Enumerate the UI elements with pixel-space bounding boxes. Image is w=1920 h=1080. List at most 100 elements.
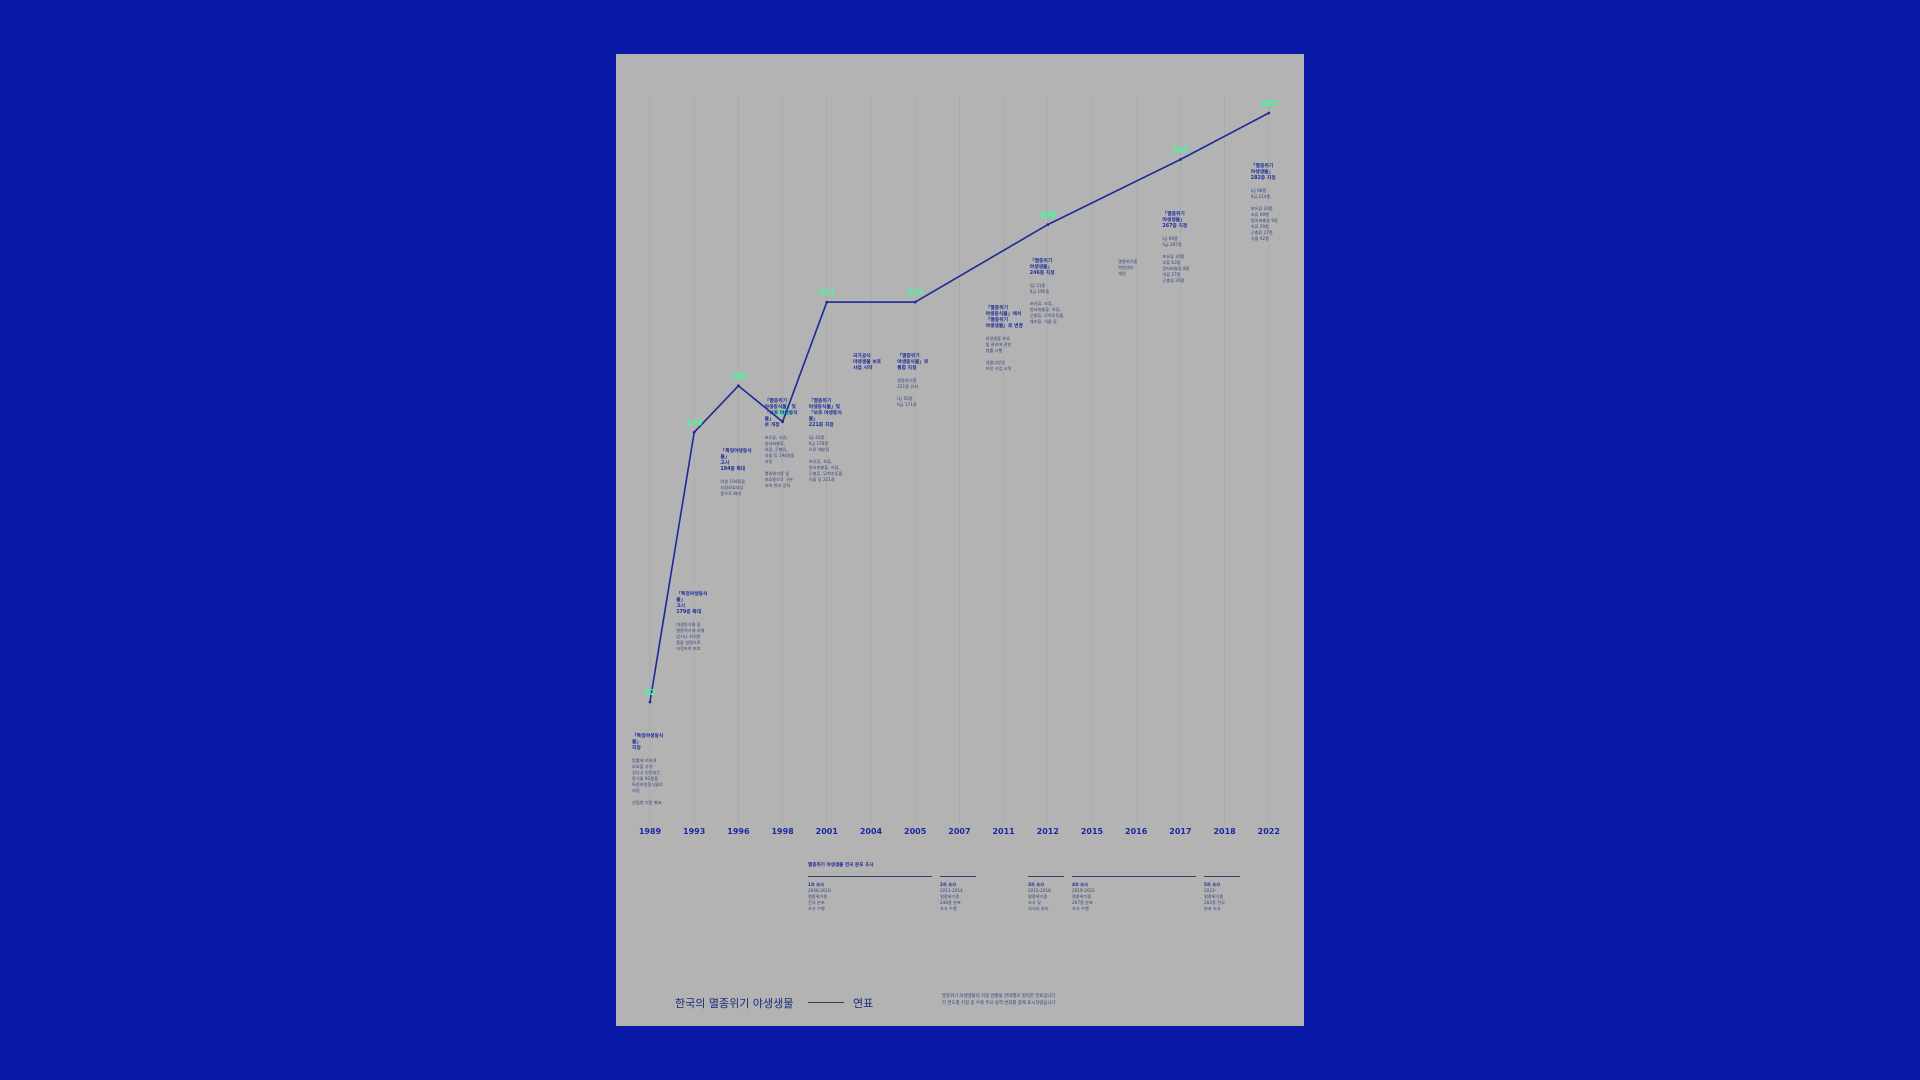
- survey-block-body: 2023- 멸종위기종 282종 전국 분포 조사: [1204, 888, 1225, 911]
- event-title: 「특정야생동식물」 지정: [632, 734, 664, 751]
- point-2017: [1179, 158, 1182, 161]
- value-label-2022: 282: [1260, 99, 1277, 108]
- value-label-2012: 246: [1039, 211, 1056, 220]
- survey-block: 1차 조사 2006-2010 멸종위기종 전국 분포 조사 수행: [808, 882, 852, 912]
- event-desc: I급 50종 II급 171종: [897, 396, 917, 407]
- survey-rule: [1028, 876, 1064, 877]
- point-1989: [648, 700, 652, 704]
- survey-block-head: 1차 조사: [808, 882, 824, 887]
- survey-block-head: 4차 조사: [1072, 882, 1088, 887]
- event-desc: 포유류, 조류, 양서파충류, 어류, 곤충류, 무척추동물, 해조류, 식물 …: [1029, 301, 1065, 324]
- year-label-2018: 2018: [1213, 827, 1236, 836]
- event-title: 「멸종위기 야생생물」 267종 지정: [1162, 212, 1188, 229]
- event-desc: 야생 194종을 지정보호대상 종으로 확대: [720, 479, 746, 496]
- event-desc: 야생동식물 중 멸종위기에 처해 있거나 희귀한 종을 법령으로 지정하여 보호: [676, 622, 705, 651]
- event-2004: 국가공식 야생생물 보호 사업 시작: [853, 354, 893, 378]
- year-label-2001: 2001: [815, 827, 838, 836]
- event-desc: 멸종위기종 및 보호종으로 구분 하여 관리 강화: [764, 471, 793, 488]
- poster-note: 멸종위기 야생생물의 지정 현황을 연대별로 정리한 연표입니다. 각 연도별 …: [942, 994, 1057, 1006]
- event-desc: 포유류, 조류, 양서파충류, 어류, 곤충류, 무척추동물, 식물 등 221…: [808, 459, 844, 482]
- event-title: 「멸종위기 야생동식물」및 「보호 야생동식물」 221종 지정: [808, 399, 842, 428]
- event-desc: 멸종위기종 복원센터 개원: [1118, 259, 1138, 276]
- poster-subtitle: 연표: [853, 997, 874, 1010]
- year-label-2004: 2004: [859, 827, 883, 836]
- event-desc: 야생생물 보호 및 관리에 관한 법률 시행: [985, 336, 1012, 353]
- year-label-2011: 2011: [992, 827, 1015, 836]
- event-desc: I급 60종 II급 207종: [1162, 236, 1182, 247]
- event-title: 「특정야생동식물」 고시 194종 확대: [720, 449, 752, 472]
- year-label-2022: 2022: [1257, 827, 1280, 836]
- event-desc: I급 68종 II급 214종: [1250, 188, 1271, 199]
- survey-block-body: 2011-2014 멸종위기종 246종 분포 조사 수행: [940, 888, 963, 911]
- survey-block: 2차 조사 2011-2014 멸종위기종 246종 분포 조사 수행: [940, 882, 984, 912]
- point-1998: [781, 420, 784, 424]
- survey-title: 멸종위기 야생생물 전국 분포 조사: [808, 863, 874, 868]
- value-label-2017: 267: [1172, 146, 1189, 155]
- survey-section: 멸종위기 야생생물 전국 분포 조사 1차 조사 2006-2010 멸종위기종 …: [808, 862, 1248, 911]
- survey-rule: [808, 876, 932, 877]
- survey-rule: [940, 876, 976, 877]
- point-2012: [1046, 223, 1050, 227]
- year-label-2017: 2017: [1169, 827, 1192, 836]
- year-label-2012: 2012: [1036, 827, 1059, 836]
- value-label-2005: 221: [907, 288, 924, 297]
- title-divider: [808, 1002, 844, 1003]
- event-title: 「멸종위기 야생동식물」로 통합 지정: [897, 354, 929, 371]
- survey-rule: [1204, 876, 1240, 877]
- survey-block-body: 2019-2022 멸종위기종 267종 분포 조사 수행: [1072, 888, 1095, 911]
- event-desc: 법률에 의하여 보호할 가치 있다고 인정되는 동식물 92종을 특정야생동식물…: [632, 758, 663, 793]
- event-desc: 포유류 20종 조류 63종 양서파충류 8종 어류 27종 곤충류 26종: [1162, 254, 1190, 283]
- survey-block: 5차 조사 2023- 멸종위기종 282종 전국 분포 조사: [1204, 882, 1248, 912]
- event-desc: 생물다양성 보전 사업 시작: [985, 360, 1012, 371]
- year-label-1996: 1996: [727, 827, 750, 836]
- year-label-2005: 2005: [904, 827, 927, 836]
- event-2001: 「멸종위기 야생동식물」및 「보호 야생동식물」 221종 지정 I급 43종 I…: [809, 399, 849, 483]
- year-label-2015: 2015: [1080, 827, 1104, 836]
- survey-block-body: 2015-2018 멸종위기종 조사 및 서식지 관리: [1028, 888, 1051, 911]
- point-1993: [692, 430, 696, 434]
- survey-block-head: 2차 조사: [940, 882, 956, 887]
- event-title: 「멸종위기 야생동식물」에서 「멸종위기 야생생물」로 변경: [985, 306, 1023, 329]
- survey-block: 3차 조사 2015-2018 멸종위기종 조사 및 서식지 관리: [1028, 882, 1072, 912]
- event-title: 「멸종위기 야생생물」 282종 지정: [1250, 164, 1276, 181]
- event-desc: 포유류 20종 조류 69종 양서파충류 9종 어류 29종 곤충류 27종 식…: [1250, 206, 1278, 241]
- event-desc: I급 43종 II급 178종 으로 재분류: [808, 435, 830, 452]
- point-2001: [825, 300, 829, 304]
- survey-block-body: 2006-2010 멸종위기종 전국 분포 조사 수행: [808, 888, 831, 911]
- year-label-2007: 2007: [948, 827, 971, 836]
- point-1996: [737, 384, 740, 388]
- point-2005: [913, 300, 917, 304]
- event-desc: I급 51종 II급 195종: [1029, 283, 1050, 294]
- value-label-1993: 179: [686, 418, 703, 427]
- event-desc: 멸종위기종 221종 유지: [897, 378, 919, 389]
- year-label-1993: 1993: [683, 827, 706, 836]
- poster-title: 한국의 멸종위기 야생생물: [675, 997, 794, 1010]
- event-desc: 포유류, 조류, 양서파충류, 어류, 곤충류, 식물 등 194종을 지정: [764, 435, 795, 464]
- event-title: 「멸종위기 야생동식물」및 「보호 야생동식물」 로 개정: [764, 399, 798, 428]
- year-label-1989: 1989: [638, 827, 662, 836]
- timeline-chart: 92 179 194 194 221 221 246 267 282: [644, 94, 1277, 824]
- value-label-2001: 221: [818, 288, 835, 297]
- event-title: 국가공식 야생생물 보호 사업 시작: [853, 354, 882, 371]
- event-title: 「멸종위기 야생생물」 246종 지정: [1029, 259, 1055, 276]
- value-label-1989: 92: [644, 688, 655, 697]
- event-2016: 멸종위기종 복원센터 개원: [1118, 259, 1158, 277]
- point-2022: [1267, 111, 1271, 115]
- survey-block-head: 5차 조사: [1204, 882, 1220, 887]
- survey-block-head: 3차 조사: [1028, 882, 1044, 887]
- value-label-1998: 194: [774, 408, 791, 417]
- value-label-1996: 194: [730, 372, 747, 381]
- event-desc: 산림청 지정 별표: [632, 800, 662, 805]
- event-title: 「특정야생동식물」 고시 179종 확대: [676, 592, 708, 615]
- year-label-1998: 1998: [771, 827, 794, 836]
